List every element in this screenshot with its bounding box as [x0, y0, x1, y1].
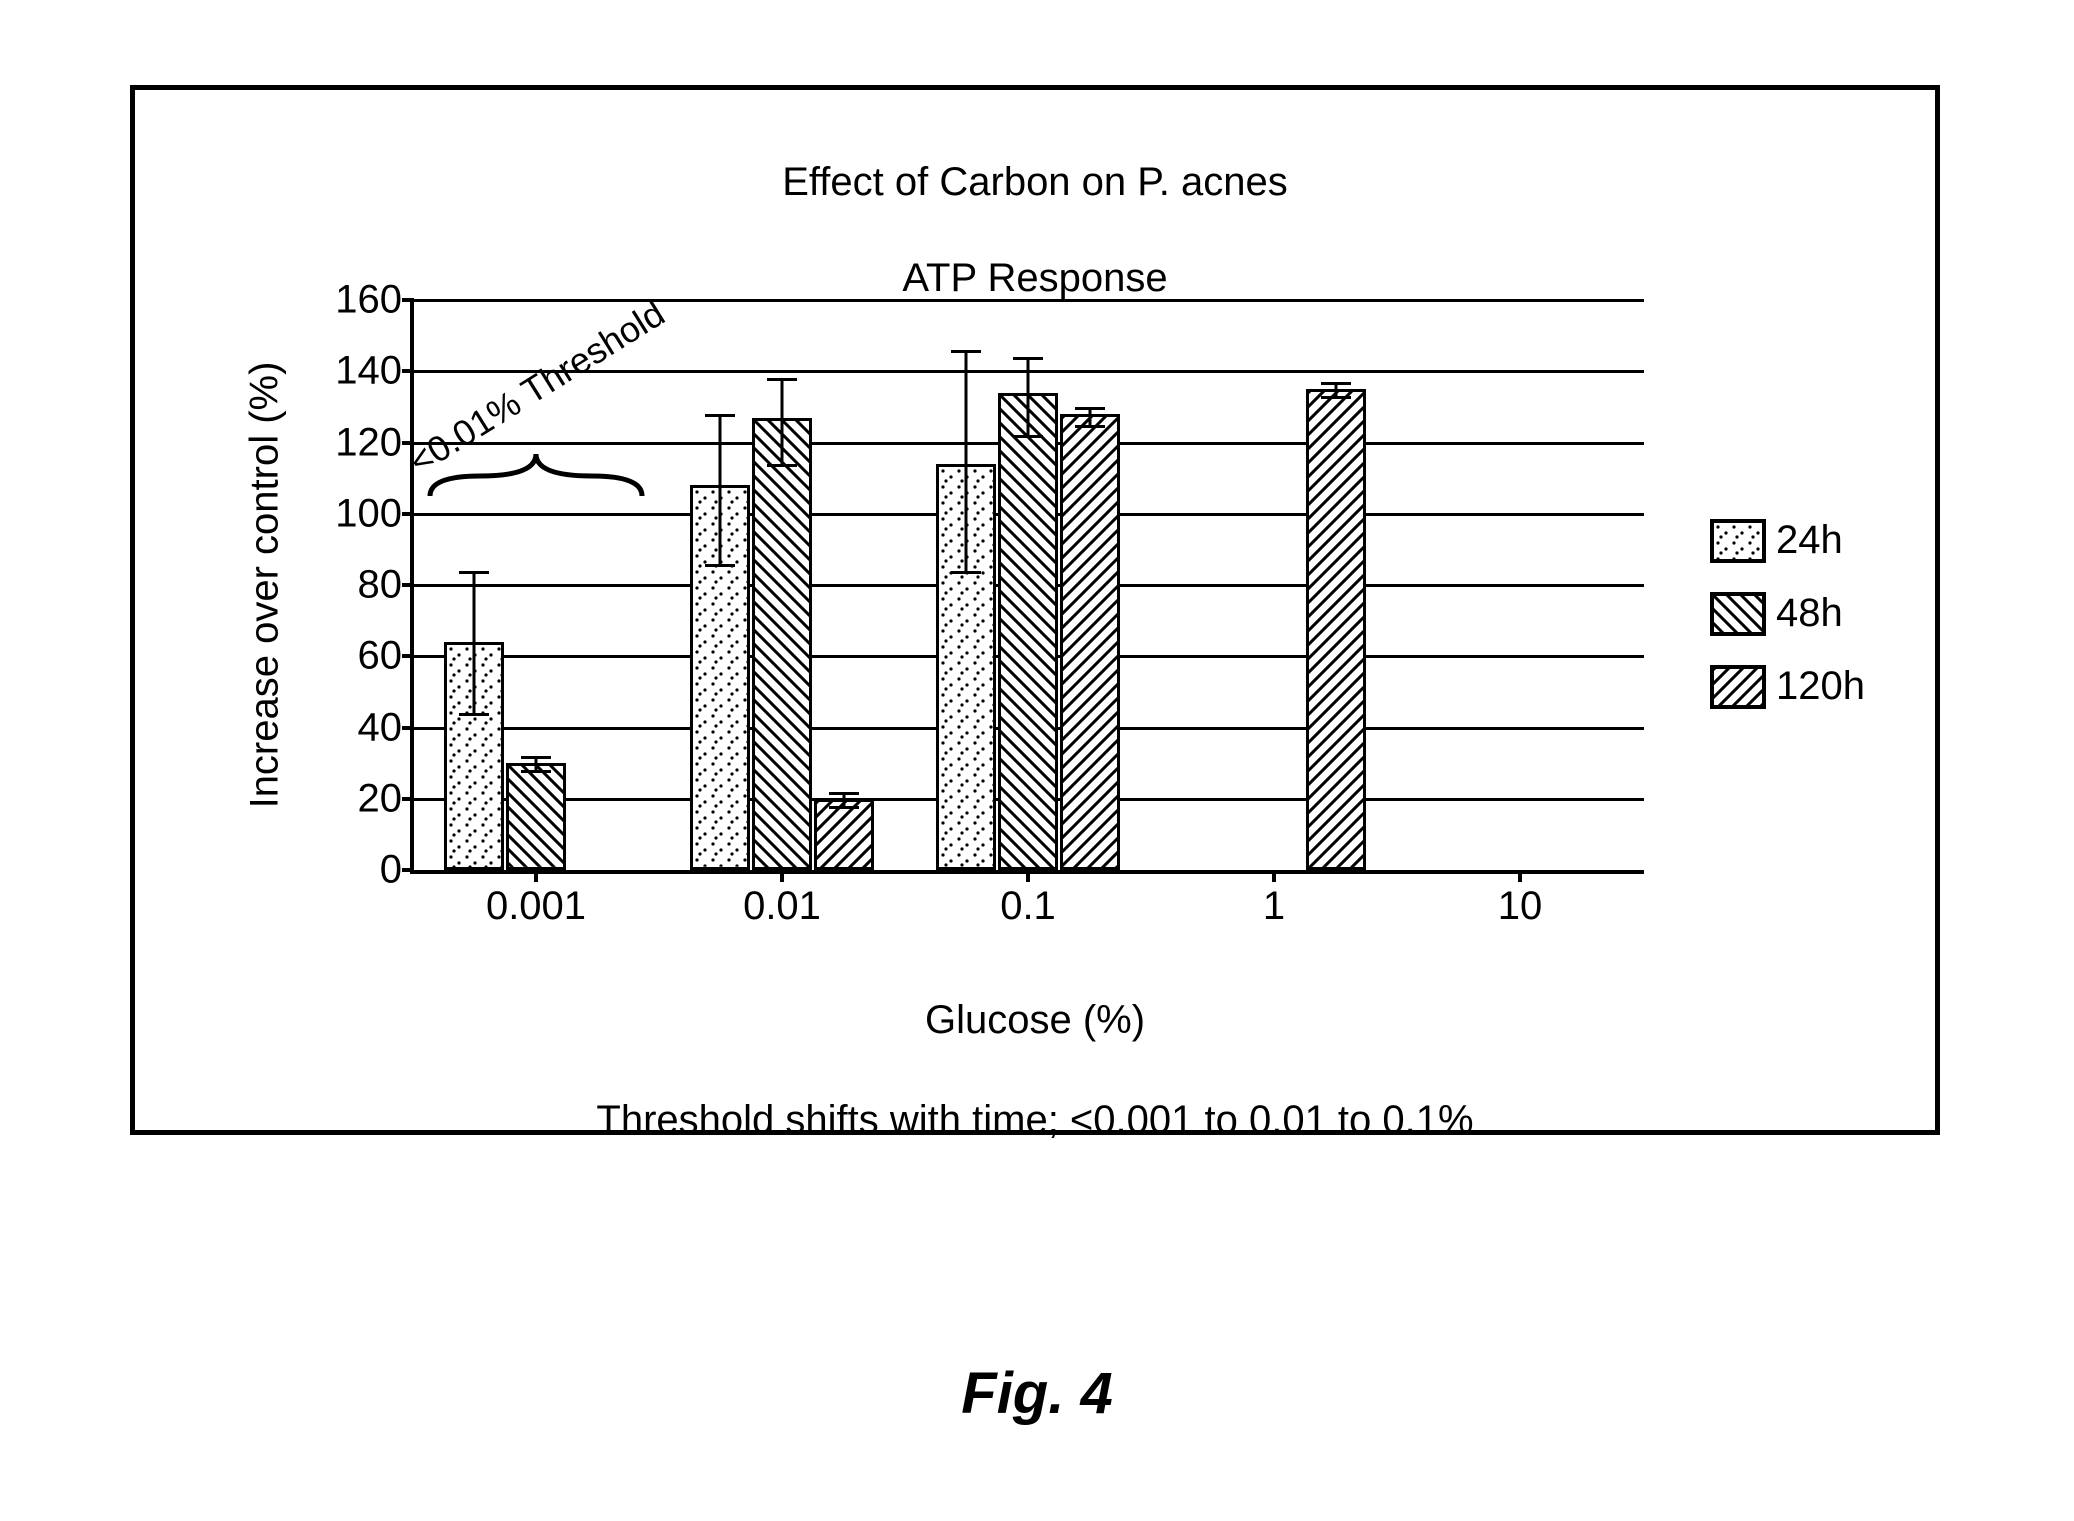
legend-label-24h: 24h [1776, 518, 1843, 563]
chart-frame: Effect of Carbon on P. acnes ATP Respons… [130, 85, 1940, 1135]
gridline [414, 299, 1644, 302]
ytick-label: 0 [322, 848, 402, 893]
bar [998, 393, 1058, 870]
legend-item-48h: 48h [1710, 591, 1865, 636]
legend-swatch-24h [1710, 519, 1766, 563]
x-axis-label: Glucose (%) Threshold shifts with time; … [135, 945, 1935, 1145]
ytick-label: 120 [322, 420, 402, 465]
ytick-label: 140 [322, 349, 402, 394]
xtick-mark [1272, 870, 1276, 882]
annotation-text: <0.01% Threshold [402, 292, 672, 483]
ytick-mark [402, 369, 414, 373]
bar [506, 763, 566, 870]
x-axis-label-line-1: Glucose (%) [925, 998, 1145, 1042]
ytick-label: 20 [322, 776, 402, 821]
figure-caption: Fig. 4 [0, 1360, 2074, 1427]
xtick-label: 0.1 [1000, 884, 1056, 929]
legend-item-24h: 24h [1710, 518, 1865, 563]
legend-swatch-120h [1710, 665, 1766, 709]
ytick-mark [402, 583, 414, 587]
ytick-mark [402, 797, 414, 801]
chart-title: Effect of Carbon on P. acnes ATP Respons… [135, 110, 1935, 302]
ytick-label: 80 [322, 563, 402, 608]
legend-label-120h: 120h [1776, 664, 1865, 709]
xtick-label: 0.01 [743, 884, 821, 929]
legend-swatch-48h [1710, 592, 1766, 636]
legend: 24h 48h 120h [1710, 490, 1865, 737]
ytick-label: 160 [322, 278, 402, 323]
xtick-label: 1 [1263, 884, 1285, 929]
ytick-mark [402, 868, 414, 872]
ytick-label: 100 [322, 491, 402, 536]
xtick-label: 10 [1498, 884, 1543, 929]
plot-area: 0204060801001201401600.0010.010.1110<0.0… [410, 300, 1644, 874]
chart-title-line-2: ATP Response [902, 256, 1167, 300]
ytick-mark [402, 726, 414, 730]
bar [1306, 389, 1366, 870]
xtick-mark [1518, 870, 1522, 882]
legend-item-120h: 120h [1710, 664, 1865, 709]
legend-label-48h: 48h [1776, 591, 1843, 636]
page: Effect of Carbon on P. acnes ATP Respons… [0, 0, 2074, 1521]
xtick-label: 0.001 [486, 884, 586, 929]
x-axis-label-line-2: Threshold shifts with time; <0.001 to 0.… [596, 1098, 1473, 1142]
ytick-mark [402, 654, 414, 658]
ytick-mark [402, 298, 414, 302]
bar [814, 799, 874, 870]
ytick-label: 60 [322, 634, 402, 679]
ytick-mark [402, 512, 414, 516]
ytick-label: 40 [322, 705, 402, 750]
bar [1060, 414, 1120, 870]
y-axis-label: Increase over control (%) [243, 362, 288, 809]
bar [752, 418, 812, 870]
chart-title-line-1: Effect of Carbon on P. acnes [782, 160, 1288, 204]
